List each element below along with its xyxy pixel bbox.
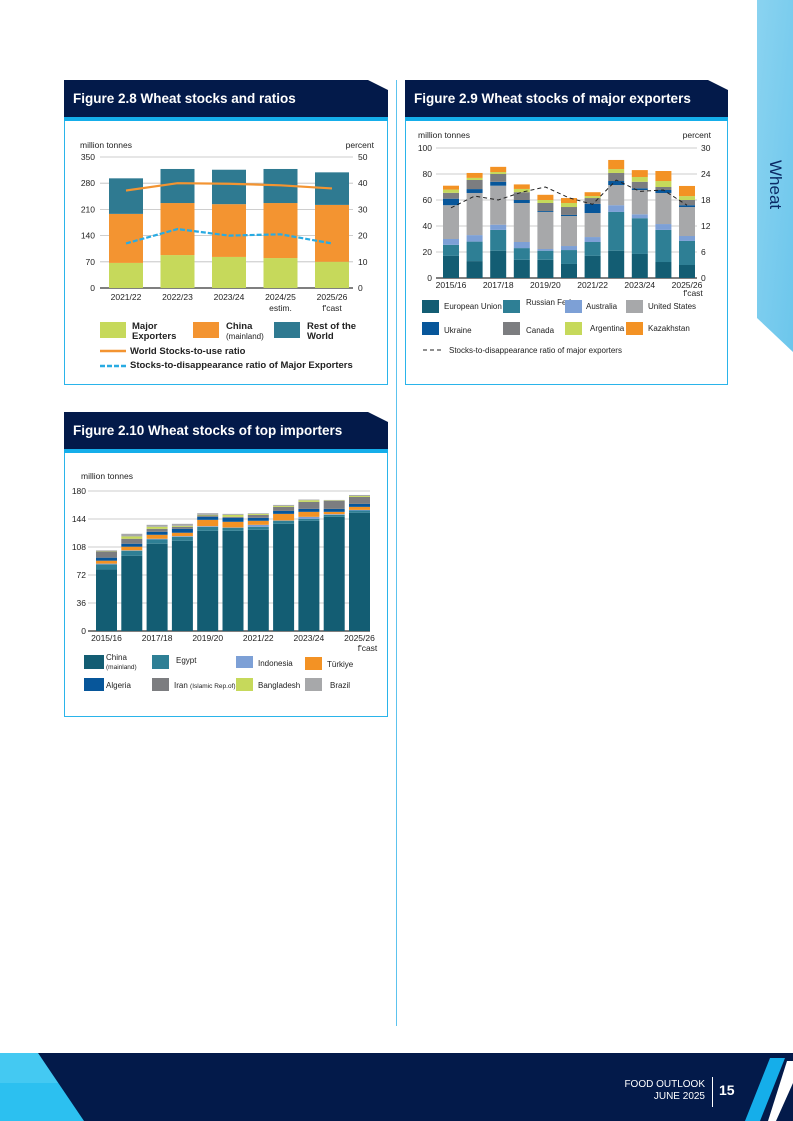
legend-label-european-union: European Union: [444, 302, 514, 311]
legend-label-kazakhstan: Kazakhstan: [648, 324, 718, 333]
legend-label-text: Kazakhstan: [648, 324, 690, 333]
legend-swatch-iran: [152, 678, 169, 691]
footer-publication: FOOD OUTLOOK JUNE 2025: [624, 1079, 705, 1103]
legend-label-text: Canada: [526, 326, 555, 335]
figure-2-8-stripe: [64, 117, 388, 121]
legend-swatch-china: [84, 655, 104, 669]
legend-label-major-exporters: Major Exporters: [132, 321, 177, 342]
legend-label-russian-fed: Russian Fed.: [526, 298, 596, 307]
legend-label-china: China (mainland): [226, 322, 276, 342]
legend-swatch-australia: [565, 300, 582, 313]
legend-label-sub: (Islamic Rep.of): [190, 683, 236, 690]
footer-separator: [712, 1077, 713, 1107]
legend-label-united-states: United States: [648, 302, 718, 311]
figure-2-9-panel: [405, 121, 728, 385]
legend-swatch-ukraine: [422, 322, 439, 335]
figure-2-9-stripe: [405, 117, 728, 121]
legend-swatch-rest-of-world: [274, 322, 300, 338]
legend-label-egypt: Egypt: [176, 656, 246, 665]
page-number: 15: [719, 1082, 735, 1098]
legend-label-text: Iran: [174, 681, 188, 690]
legend-label-text: Ukraine: [444, 326, 472, 335]
legend-swatch-t-rkiye: [305, 657, 322, 670]
legend-swatch-russian-fed: [503, 300, 520, 313]
legend-label-china: China (mainland): [106, 653, 176, 672]
legend-swatch-argentina: [565, 322, 582, 335]
legend-label-exporter-ratio: Stocks-to-disappearance ratio of Major E…: [130, 360, 353, 371]
legend-swatch-egypt: [152, 655, 169, 669]
footer-publication-name: FOOD OUTLOOK: [624, 1079, 705, 1090]
legend-label-text: Brazil: [330, 681, 351, 690]
legend-label-text: Australia: [586, 302, 618, 311]
legend-swatch-canada: [503, 322, 520, 335]
legend-line-sample-ratio: [423, 349, 443, 351]
legend-label-t-rkiye: Türkiye: [327, 660, 397, 669]
legend-label-text: Türkiye: [327, 660, 354, 669]
legend-label-text: Russian Fed.: [526, 298, 574, 307]
section-tab-label: Wheat: [766, 160, 785, 210]
legend-label-ukraine: Ukraine: [444, 326, 514, 335]
figure-2-10-title: Figure 2.10 Wheat stocks of top importer…: [64, 412, 388, 449]
legend-label-australia: Australia: [586, 302, 656, 311]
legend-label-iran: Iran (Islamic Rep.of): [174, 681, 244, 691]
legend-swatch-brazil: [305, 678, 322, 691]
legend-swatch-kazakhstan: [626, 322, 643, 335]
legend-swatch-indonesia: [236, 656, 253, 668]
legend-label-china-sub: (mainland): [226, 332, 264, 341]
legend-label-text: Indonesia: [258, 659, 293, 668]
footer-publication-date: JUNE 2025: [653, 1091, 705, 1102]
side-tab-shape: [757, 0, 793, 352]
legend-label-algeria: Algeria: [106, 681, 176, 690]
legend-label-indonesia: Indonesia: [258, 659, 328, 668]
column-divider: [396, 80, 397, 1026]
figure-2-10-panel: [64, 453, 388, 717]
figure-2-9-title: Figure 2.9 Wheat stocks of major exporte…: [405, 80, 728, 117]
legend-label-text: Bangladesh: [258, 681, 301, 690]
legend-swatch-european-union: [422, 300, 439, 313]
legend-label-text: Algeria: [106, 681, 131, 690]
legend-label-rest-of-world: Rest of the World: [307, 321, 357, 342]
legend-label-sub: (mainland): [106, 664, 137, 671]
legend-label-text: China: [106, 653, 127, 662]
legend-swatch-china: [193, 322, 219, 338]
legend-label-ratio: Stocks-to-disappearance ratio of major e…: [449, 346, 622, 355]
legend-label-text: Argentina: [590, 324, 625, 333]
legend-label-brazil: Brazil: [330, 681, 400, 690]
figure-2-10-stripe: [64, 449, 388, 453]
legend-label-text: European Union: [444, 302, 502, 311]
legend-label-canada: Canada: [526, 326, 596, 335]
legend-swatch-bangladesh: [236, 678, 253, 691]
legend-swatch-united-states: [626, 300, 643, 313]
footer-band: [0, 1053, 793, 1121]
figure-2-8-title: Figure 2.8 Wheat stocks and ratios: [64, 80, 388, 117]
legend-label-text: United States: [648, 302, 697, 311]
legend-label-argentina: Argentina: [590, 324, 660, 333]
legend-swatch-algeria: [84, 678, 104, 691]
legend-label-world-ratio: World Stocks-to-use ratio: [130, 346, 246, 357]
legend-swatch-major-exporters: [100, 322, 126, 338]
legend-label-bangladesh: Bangladesh: [258, 681, 328, 690]
legend-line-samples: [100, 349, 126, 368]
figure-2-8-panel: [64, 121, 388, 385]
legend-label-china-name: China: [226, 321, 253, 332]
legend-label-text: Egypt: [176, 656, 197, 665]
